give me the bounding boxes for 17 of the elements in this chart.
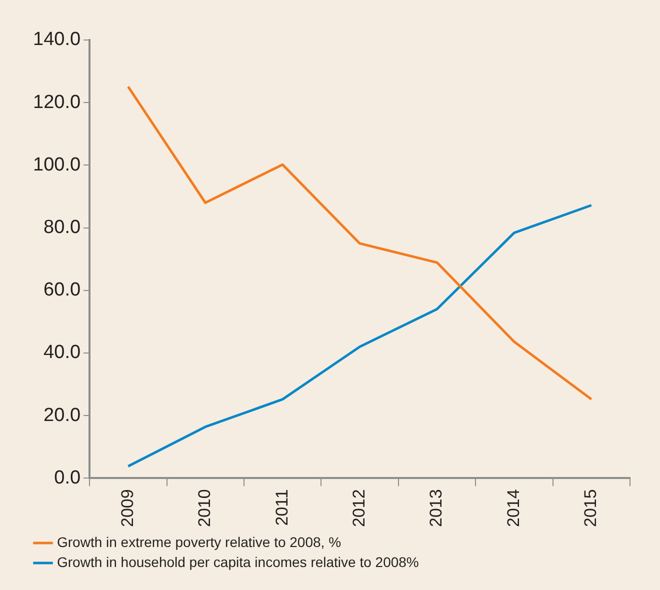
y-tick-label: 80.0 bbox=[44, 217, 81, 238]
x-tick-label: 2014 bbox=[504, 489, 523, 528]
y-tick-label: 40.0 bbox=[44, 342, 81, 364]
y-tick-label: 120.0 bbox=[33, 92, 81, 113]
legend-label: Growth in household per capita incomes relative to 2008% bbox=[57, 554, 419, 570]
y-tick-label: 140.0 bbox=[33, 29, 81, 50]
legend-label: Growth in extreme poverty relative to 2008, % bbox=[57, 534, 342, 550]
x-tick-label: 2010 bbox=[195, 489, 214, 528]
x-tick-label: 2009 bbox=[118, 489, 137, 528]
x-tick-label: 2012 bbox=[349, 489, 368, 528]
x-tick-label: 2011 bbox=[272, 489, 292, 526]
y-tick-label: 60.0 bbox=[44, 280, 81, 301]
y-tick-label: 20.0 bbox=[44, 404, 81, 426]
y-tick-label: 0.0 bbox=[54, 467, 81, 488]
x-tick-label: 2013 bbox=[426, 489, 446, 528]
x-tick-label: 2015 bbox=[581, 489, 600, 528]
y-tick-label: 100.0 bbox=[33, 154, 81, 176]
